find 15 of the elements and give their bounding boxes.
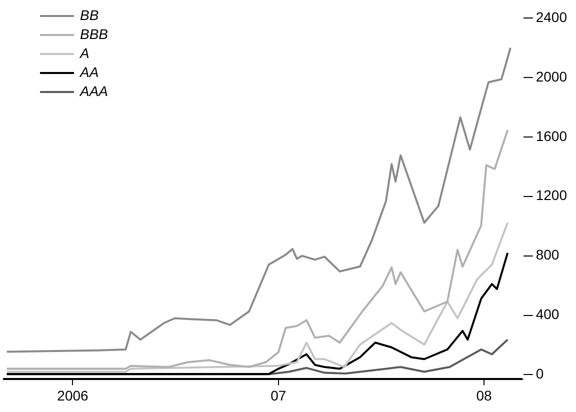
y-tick-label: 1200 [536, 187, 568, 204]
y-tick-label: 1600 [536, 128, 568, 144]
x-tick-label: 08 [476, 387, 492, 404]
legend-label: AAA [80, 82, 108, 101]
x-tick-label: 2006 [57, 387, 89, 404]
y-tick-label: 2400 [536, 8, 568, 25]
y-tick-label: 400 [536, 306, 560, 322]
y-tick-label: 0 [536, 366, 544, 382]
x-tick-label: 07 [270, 387, 286, 404]
legend-label: BB [80, 6, 99, 25]
legend-label: BBB [80, 25, 108, 44]
legend-label: A [80, 44, 90, 63]
y-tick-label: 800 [536, 246, 560, 263]
legend-label: AA [80, 63, 99, 82]
y-tick-label: 2000 [536, 68, 568, 84]
